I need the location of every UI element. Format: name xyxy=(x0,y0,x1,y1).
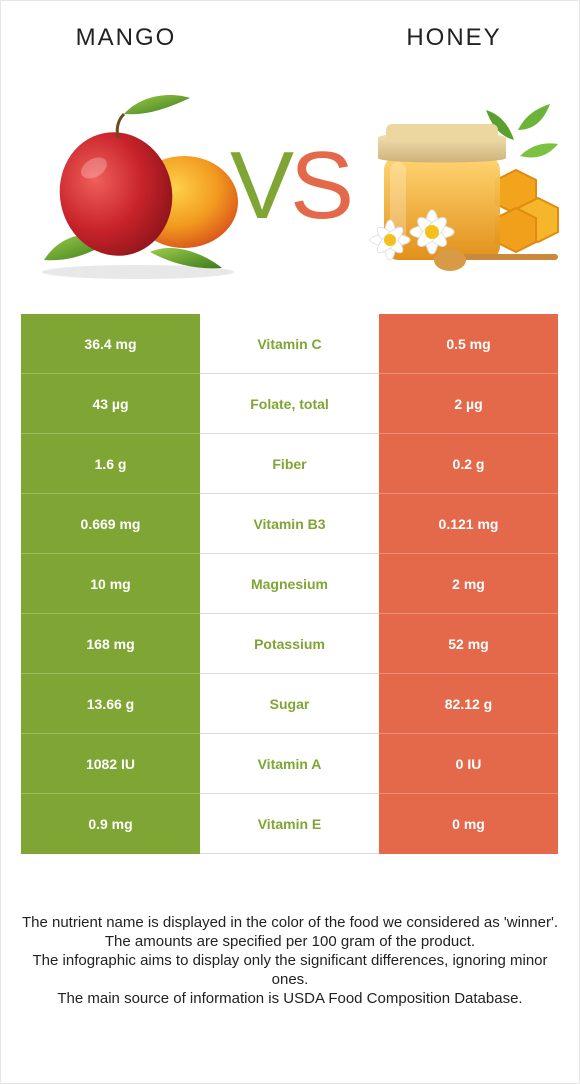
honey-value: 52 mg xyxy=(379,614,558,674)
versus-v: V xyxy=(229,132,294,239)
mango-value: 10 mg xyxy=(21,554,200,614)
table-row: 1.6 g Fiber 0.2 g xyxy=(21,434,558,494)
nutrient-name: Fiber xyxy=(200,434,379,494)
footer-line-source: The main source of information is USDA F… xyxy=(57,990,523,1007)
honey-value: 2 mg xyxy=(379,554,558,614)
nutrient-name: Vitamin B3 xyxy=(200,494,379,554)
nutrient-name: Vitamin A xyxy=(200,734,379,794)
mango-value: 0.9 mg xyxy=(21,794,200,854)
table-row: 168 mg Potassium 52 mg xyxy=(21,614,558,674)
table-row: 10 mg Magnesium 2 mg xyxy=(21,554,558,614)
nutrient-name: Potassium xyxy=(200,614,379,674)
nutrient-name: Folate, total xyxy=(200,374,379,434)
honey-value: 2 µg xyxy=(379,374,558,434)
footer-notes: The nutrient name is displayed in the co… xyxy=(20,913,560,1008)
nutrient-name: Magnesium xyxy=(200,554,379,614)
mango-value: 0.669 mg xyxy=(21,494,200,554)
table-row: 43 µg Folate, total 2 µg xyxy=(21,374,558,434)
nutrient-comparison-table: 36.4 mg Vitamin C 0.5 mg 43 µg Folate, total… xyxy=(21,314,558,854)
mango-value: 1.6 g xyxy=(21,434,200,494)
honey-value: 0 mg xyxy=(379,794,558,854)
nutrient-name: Vitamin E xyxy=(200,794,379,854)
mango-value: 1082 IU xyxy=(21,734,200,794)
footer-line-aim: The infographic aims to display only the… xyxy=(32,952,548,988)
versus-label: VS xyxy=(222,136,358,236)
footer-line-amounts: The amounts are specified per 100 gram o… xyxy=(104,933,476,950)
footer-line-winner: The nutrient name is displayed in the co… xyxy=(21,914,559,931)
mango-value: 36.4 mg xyxy=(21,314,200,374)
honey-value: 0 IU xyxy=(379,734,558,794)
mango-image xyxy=(42,95,238,279)
left-food-title: MANGO xyxy=(75,24,177,51)
honey-value: 0.5 mg xyxy=(379,314,558,374)
versus-s: S xyxy=(290,132,354,239)
table-row: 36.4 mg Vitamin C 0.5 mg xyxy=(21,314,558,374)
nutrient-name: Vitamin C xyxy=(200,314,379,374)
table-row: 0.669 mg Vitamin B3 0.121 mg xyxy=(21,494,558,554)
mango-value: 168 mg xyxy=(21,614,200,674)
honey-value: 0.121 mg xyxy=(379,494,558,554)
mango-value: 13.66 g xyxy=(21,674,200,734)
mango-value: 43 µg xyxy=(21,374,200,434)
honey-image xyxy=(369,104,559,271)
table-row: 13.66 g Sugar 82.12 g xyxy=(21,674,558,734)
honey-value: 0.2 g xyxy=(379,434,558,494)
nutrient-name: Sugar xyxy=(200,674,379,734)
honey-value: 82.12 g xyxy=(379,674,558,734)
right-food-title: HONEY xyxy=(406,24,502,51)
